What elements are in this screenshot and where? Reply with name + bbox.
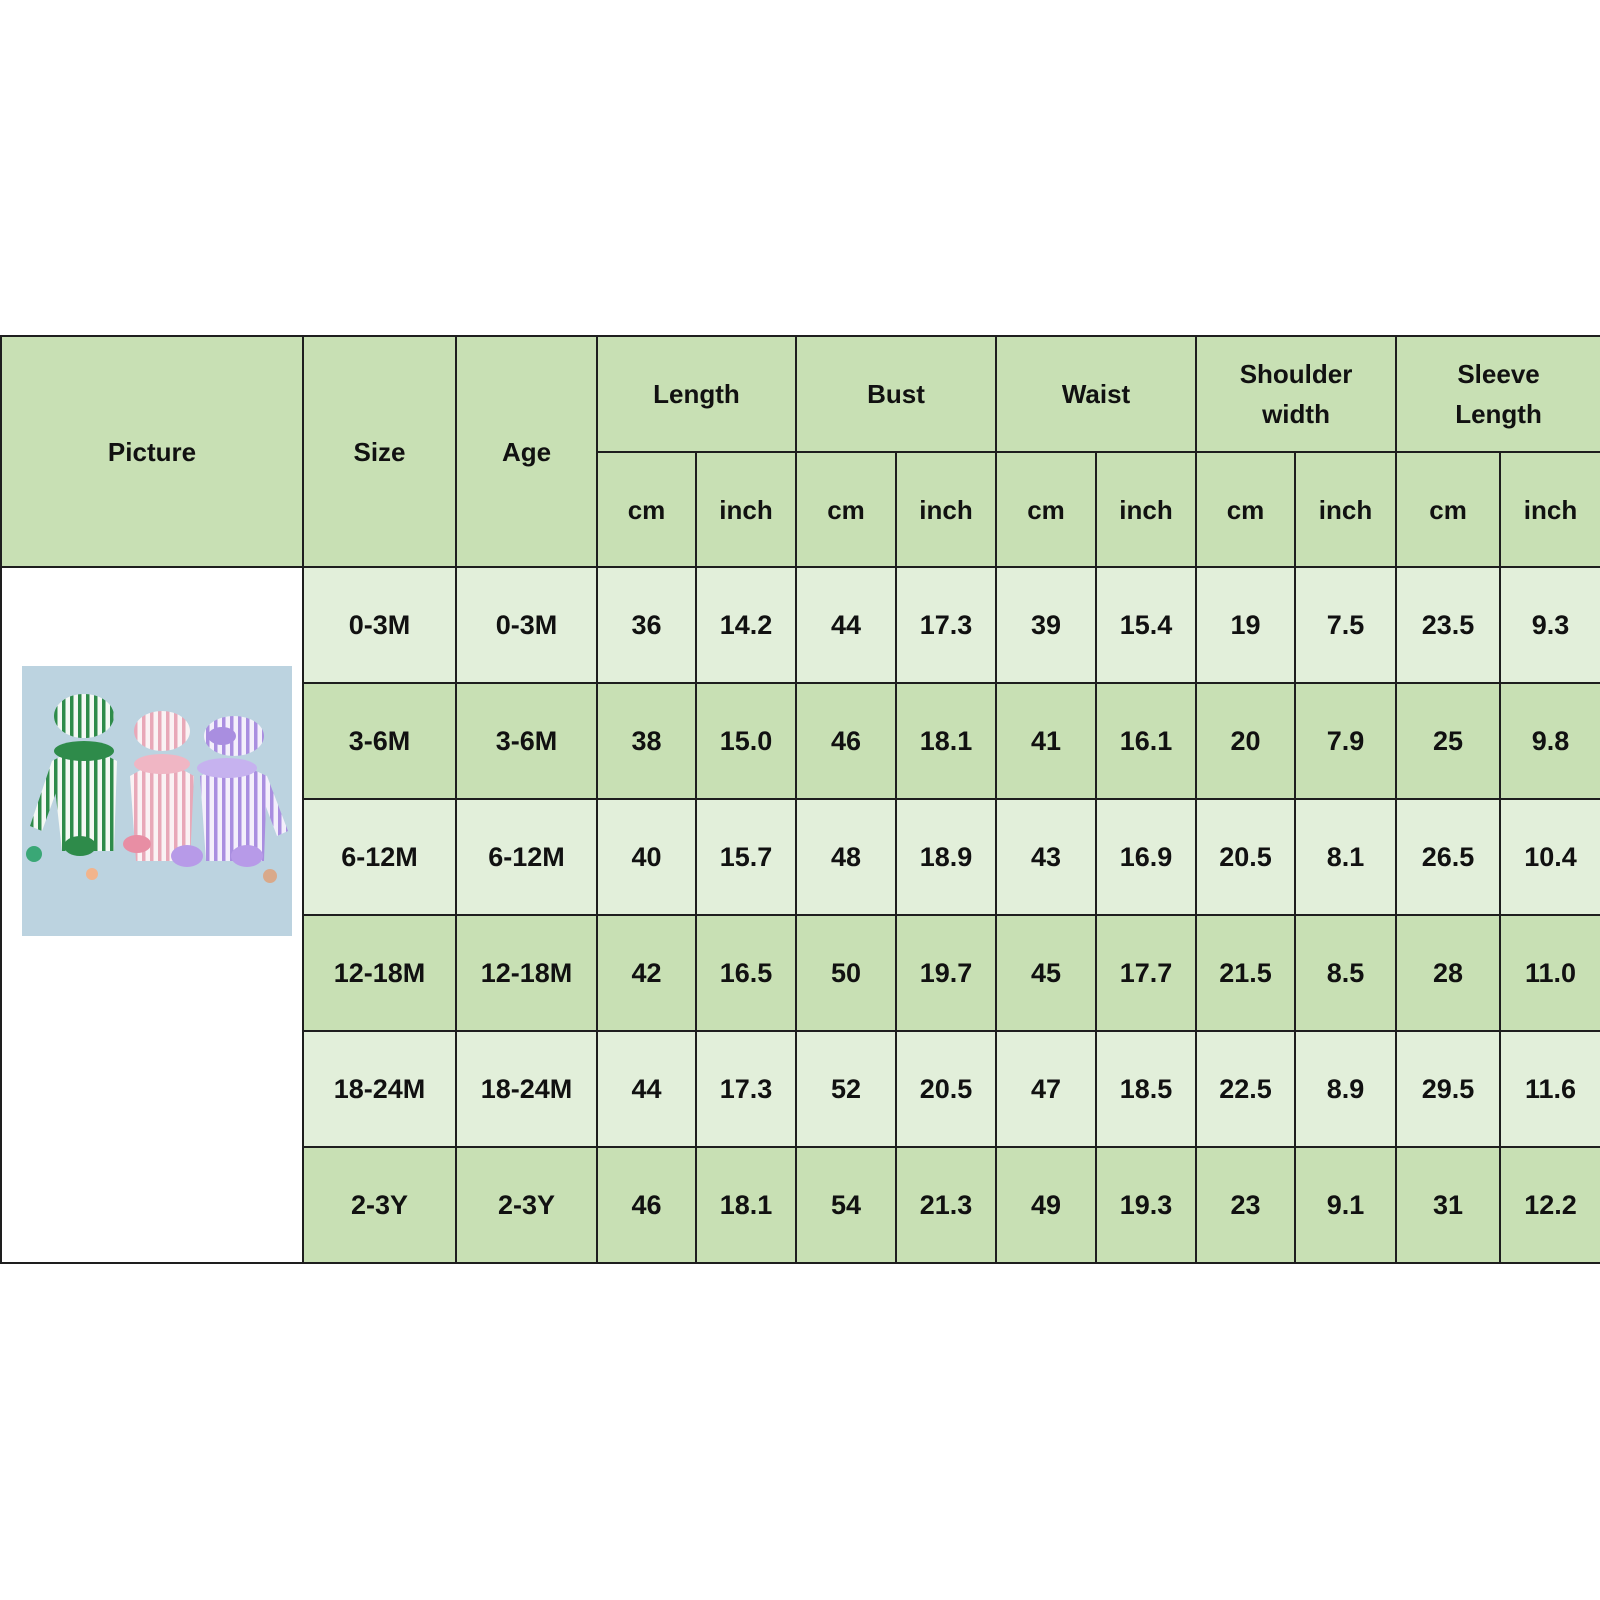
sleeve-length-cm-cell: 23.5 (1395, 566, 1502, 684)
bust-inch-cell: 18.9 (895, 798, 997, 916)
length-inch-cell: 15.0 (695, 682, 797, 800)
table-row: 6-12M 6-12M 40 15.7 48 18.9 43 16.9 20.5 8.1 26.5 1… (1, 798, 1600, 916)
waist-inch-cell: 19.3 (1094, 1146, 1198, 1264)
header-age: Age (455, 335, 598, 568)
age-cell: 2-3Y (455, 1146, 598, 1264)
sleeve-length-inch-cell: 11.6 (1499, 1030, 1600, 1148)
shoulder-width-cm-cell: 23 (1195, 1146, 1297, 1264)
header-waist: Waist (994, 335, 1198, 453)
shoulder-width-inch-cell: 9.1 (1294, 1146, 1398, 1264)
size-cell: 12-18M (302, 914, 457, 1032)
sleeve-length-cm-cell: 29.5 (1395, 1030, 1502, 1148)
waist-cm-cell: 41 (995, 682, 1097, 800)
bust-cm-cell: 48 (795, 798, 897, 916)
picture-cell (0, 566, 304, 1264)
length-inch-cell: 16.5 (695, 914, 797, 1032)
header-bust-inch: inch (895, 451, 997, 568)
age-cell: 12-18M (455, 914, 598, 1032)
table-row: 18-24M 18-24M 44 17.3 52 20.5 47 18.5 22.5 8.9 29.… (1, 1030, 1600, 1148)
header-length-inch: inch (695, 451, 797, 568)
shoulder-width-inch-cell: 8.9 (1294, 1030, 1398, 1148)
shoulder-width-inch-cell: 7.5 (1294, 566, 1398, 684)
shoulder-width-cm-cell: 21.5 (1195, 914, 1297, 1032)
shoulder-width-inch-cell: 7.9 (1294, 682, 1398, 800)
age-cell: 0-3M (455, 566, 598, 684)
table-row: 12-18M 12-18M 42 16.5 50 19.7 45 17.7 21.5 8.5 28 1… (1, 914, 1600, 1032)
bust-cm-cell: 46 (795, 682, 897, 800)
age-cell: 18-24M (455, 1030, 598, 1148)
header-size: Size (302, 335, 457, 568)
length-inch-cell: 15.7 (695, 798, 797, 916)
waist-inch-cell: 17.7 (1094, 914, 1198, 1032)
waist-cm-cell: 43 (995, 798, 1097, 916)
length-cm-cell: 38 (596, 682, 697, 800)
waist-inch-cell: 16.9 (1094, 798, 1198, 916)
length-cm-cell: 44 (596, 1030, 697, 1148)
sleeve-length-cm-cell: 28 (1395, 914, 1502, 1032)
header-sleeve-length: Sleeve Length (1395, 335, 1600, 453)
sleeve-length-cm-cell: 31 (1395, 1146, 1502, 1264)
header-shoulder-width: Shoulder width (1195, 335, 1398, 453)
length-inch-cell: 18.1 (695, 1146, 797, 1264)
header-waist-inch: inch (1094, 451, 1198, 568)
shoulder-width-cm-cell: 20 (1195, 682, 1297, 800)
waist-inch-cell: 18.5 (1094, 1030, 1198, 1148)
age-cell: 3-6M (455, 682, 598, 800)
sleeve-length-inch-cell: 11.0 (1499, 914, 1600, 1032)
header-sleeve-length-cm: cm (1395, 451, 1502, 568)
waist-cm-cell: 39 (995, 566, 1097, 684)
product-photo-icon (22, 666, 292, 936)
waist-inch-cell: 16.1 (1094, 682, 1198, 800)
size-cell: 6-12M (302, 798, 457, 916)
sleeve-length-cm-cell: 25 (1395, 682, 1502, 800)
table-row: 0-3M 0-3M 36 14.2 44 17.3 39 15.4 19 7.5 23.5 9.3 (0, 566, 1600, 1264)
waist-cm-cell: 47 (995, 1030, 1097, 1148)
length-cm-cell: 36 (596, 566, 697, 684)
sleeve-length-inch-cell: 10.4 (1499, 798, 1600, 916)
length-cm-cell: 40 (596, 798, 697, 916)
shoulder-width-cm-cell: 22.5 (1195, 1030, 1297, 1148)
length-inch-cell: 14.2 (695, 566, 797, 684)
header-waist-cm: cm (995, 451, 1097, 568)
bust-cm-cell: 52 (795, 1030, 897, 1148)
bust-cm-cell: 44 (795, 566, 897, 684)
header-shoulder-width-cm: cm (1195, 451, 1297, 568)
header-sleeve-length-inch: inch (1499, 451, 1600, 568)
age-cell: 6-12M (455, 798, 598, 916)
shoulder-width-cm-cell: 20.5 (1195, 798, 1297, 916)
length-inch-cell: 17.3 (695, 1030, 797, 1148)
header-bust: Bust (795, 335, 997, 453)
bust-inch-cell: 21.3 (895, 1146, 997, 1264)
header-length: Length (596, 335, 797, 453)
waist-inch-cell: 15.4 (1094, 566, 1198, 684)
size-cell: 0-3M (302, 566, 457, 684)
size-cell: 18-24M (302, 1030, 457, 1148)
header-picture: Picture (0, 335, 304, 568)
shoulder-width-inch-cell: 8.1 (1294, 798, 1398, 916)
waist-cm-cell: 45 (995, 914, 1097, 1032)
header-length-cm: cm (596, 451, 697, 568)
bust-cm-cell: 50 (795, 914, 897, 1032)
length-cm-cell: 46 (596, 1146, 697, 1264)
sleeve-length-inch-cell: 12.2 (1499, 1146, 1600, 1264)
sleeve-length-cm-cell: 26.5 (1395, 798, 1502, 916)
bust-inch-cell: 17.3 (895, 566, 997, 684)
sleeve-length-inch-cell: 9.3 (1499, 566, 1600, 684)
bust-inch-cell: 18.1 (895, 682, 997, 800)
waist-cm-cell: 49 (995, 1146, 1097, 1264)
header-bust-cm: cm (795, 451, 897, 568)
length-cm-cell: 42 (596, 914, 697, 1032)
table-row: 2-3Y 2-3Y 46 18.1 54 21.3 49 19.3 23 9.1 31 12.2 (1, 1146, 1600, 1264)
bust-inch-cell: 20.5 (895, 1030, 997, 1148)
bust-inch-cell: 19.7 (895, 914, 997, 1032)
shoulder-width-inch-cell: 8.5 (1294, 914, 1398, 1032)
header-shoulder-width-inch: inch (1294, 451, 1398, 568)
size-cell: 2-3Y (302, 1146, 457, 1264)
sleeve-length-inch-cell: 9.8 (1499, 682, 1600, 800)
bust-cm-cell: 54 (795, 1146, 897, 1264)
size-cell: 3-6M (302, 682, 457, 800)
shoulder-width-cm-cell: 19 (1195, 566, 1297, 684)
table-row: 3-6M 3-6M 38 15.0 46 18.1 41 16.1 20 7.9 25 9.8 (1, 682, 1600, 800)
size-chart-table: Picture Size Age Length Bust Waist Shoulder… (0, 335, 1600, 1264)
